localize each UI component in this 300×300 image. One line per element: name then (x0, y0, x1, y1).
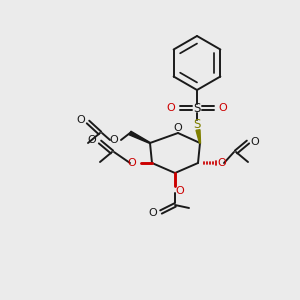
Text: O: O (148, 208, 158, 218)
Text: O: O (250, 137, 260, 147)
Text: S: S (193, 101, 201, 115)
Polygon shape (196, 130, 200, 143)
Text: O: O (88, 135, 96, 145)
Text: O: O (110, 135, 118, 145)
Text: O: O (167, 103, 176, 113)
Text: O: O (174, 123, 182, 133)
Text: S: S (193, 118, 201, 131)
Polygon shape (129, 131, 150, 143)
Text: O: O (219, 103, 227, 113)
Text: O: O (218, 158, 226, 168)
Text: O: O (176, 186, 184, 196)
Text: O: O (76, 115, 85, 125)
Text: O: O (128, 158, 136, 168)
